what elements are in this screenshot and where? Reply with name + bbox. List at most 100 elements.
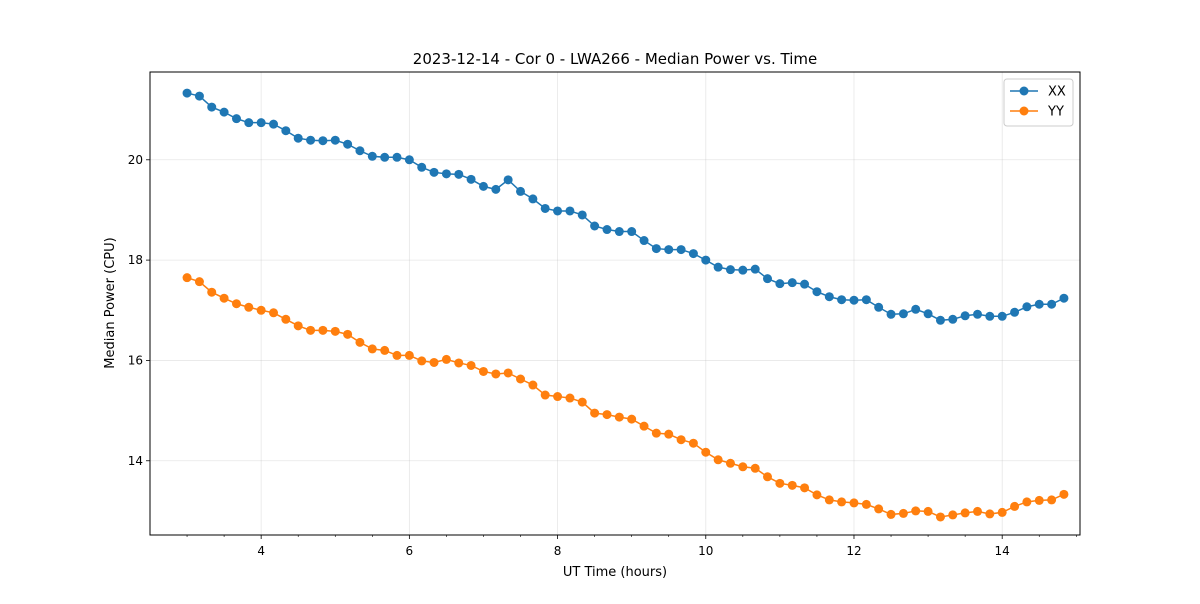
data-point: [429, 167, 439, 177]
data-point: [219, 107, 229, 117]
y-tick-label: 14: [128, 454, 143, 468]
data-point: [750, 264, 760, 274]
y-axis-label: Median Power (CPU): [103, 237, 118, 368]
data-point: [1022, 302, 1032, 312]
data-point: [787, 278, 797, 288]
data-point: [985, 311, 995, 321]
data-point: [478, 181, 488, 191]
data-point: [627, 414, 637, 424]
data-point: [664, 429, 674, 439]
data-point: [837, 497, 847, 507]
data-point: [935, 512, 945, 522]
data-point: [874, 302, 884, 312]
data-point: [1059, 293, 1069, 303]
data-point: [417, 162, 427, 172]
data-point: [553, 392, 563, 402]
data-point: [886, 309, 896, 319]
data-point: [948, 510, 958, 520]
data-point: [1022, 497, 1032, 507]
data-point: [565, 206, 575, 216]
legend-marker: [1019, 86, 1029, 96]
data-point: [417, 356, 427, 366]
data-point: [849, 295, 859, 305]
data-point: [194, 91, 204, 101]
data-point: [404, 155, 414, 165]
chart-title: 2023-12-14 - Cor 0 - LWA266 - Median Pow…: [413, 50, 817, 68]
data-point: [269, 308, 279, 318]
data-point: [973, 309, 983, 319]
data-point: [269, 119, 279, 129]
data-point: [688, 249, 698, 259]
data-point: [207, 102, 217, 112]
grid: [150, 72, 1080, 535]
data-point: [750, 463, 760, 473]
y-tick-label: 20: [128, 153, 143, 167]
data-point: [281, 314, 291, 324]
data-point: [1047, 299, 1057, 309]
data-point: [725, 458, 735, 468]
data-point: [911, 304, 921, 314]
data-point: [491, 369, 501, 379]
data-point: [701, 255, 711, 265]
data-point: [1047, 495, 1057, 505]
data-point: [800, 279, 810, 289]
data-point: [454, 358, 464, 368]
data-point: [763, 472, 773, 482]
data-point: [318, 136, 328, 146]
data-point: [355, 146, 365, 156]
x-axis-label: UT Time (hours): [563, 565, 667, 580]
data-point: [293, 321, 303, 331]
data-point: [812, 490, 822, 500]
data-point: [725, 265, 735, 275]
data-point: [466, 360, 476, 370]
data-point: [318, 325, 328, 335]
x-tick-label: 10: [698, 544, 713, 558]
data-point: [590, 408, 600, 418]
data-point: [639, 236, 649, 246]
data-point: [688, 438, 698, 448]
x-tick-label: 6: [406, 544, 414, 558]
data-point: [540, 390, 550, 400]
data-point: [1010, 307, 1020, 317]
series-yy: [182, 273, 1069, 522]
data-point: [330, 135, 340, 145]
data-point: [738, 265, 748, 275]
data-point: [343, 139, 353, 149]
data-point: [923, 309, 933, 319]
data-point: [886, 509, 896, 519]
data-point: [898, 309, 908, 319]
data-point: [738, 462, 748, 472]
data-point: [775, 478, 785, 488]
legend-label: YY: [1047, 105, 1064, 120]
data-point: [874, 504, 884, 514]
data-point: [256, 305, 266, 315]
data-point: [960, 508, 970, 518]
data-point: [380, 152, 390, 162]
data-point: [306, 325, 316, 335]
plot-frame: [149, 71, 1081, 536]
data-point: [837, 295, 847, 305]
data-point: [404, 350, 414, 360]
data-point: [540, 203, 550, 213]
data-point: [1010, 501, 1020, 511]
data-point: [392, 152, 402, 162]
x-tick-label: 4: [257, 544, 265, 558]
data-point: [244, 302, 254, 312]
data-point: [701, 447, 711, 457]
data-point: [824, 495, 834, 505]
legend: XX YY: [1003, 78, 1074, 127]
data-point: [639, 421, 649, 431]
data-point: [614, 227, 624, 237]
data-point: [367, 151, 377, 161]
data-point: [1034, 299, 1044, 309]
x-tick-label: 12: [846, 544, 861, 558]
data-point: [775, 279, 785, 289]
data-point: [256, 118, 266, 128]
data-point: [528, 194, 538, 204]
data-point: [713, 455, 723, 465]
data-point: [614, 412, 624, 422]
data-point: [380, 345, 390, 355]
data-point: [973, 506, 983, 516]
